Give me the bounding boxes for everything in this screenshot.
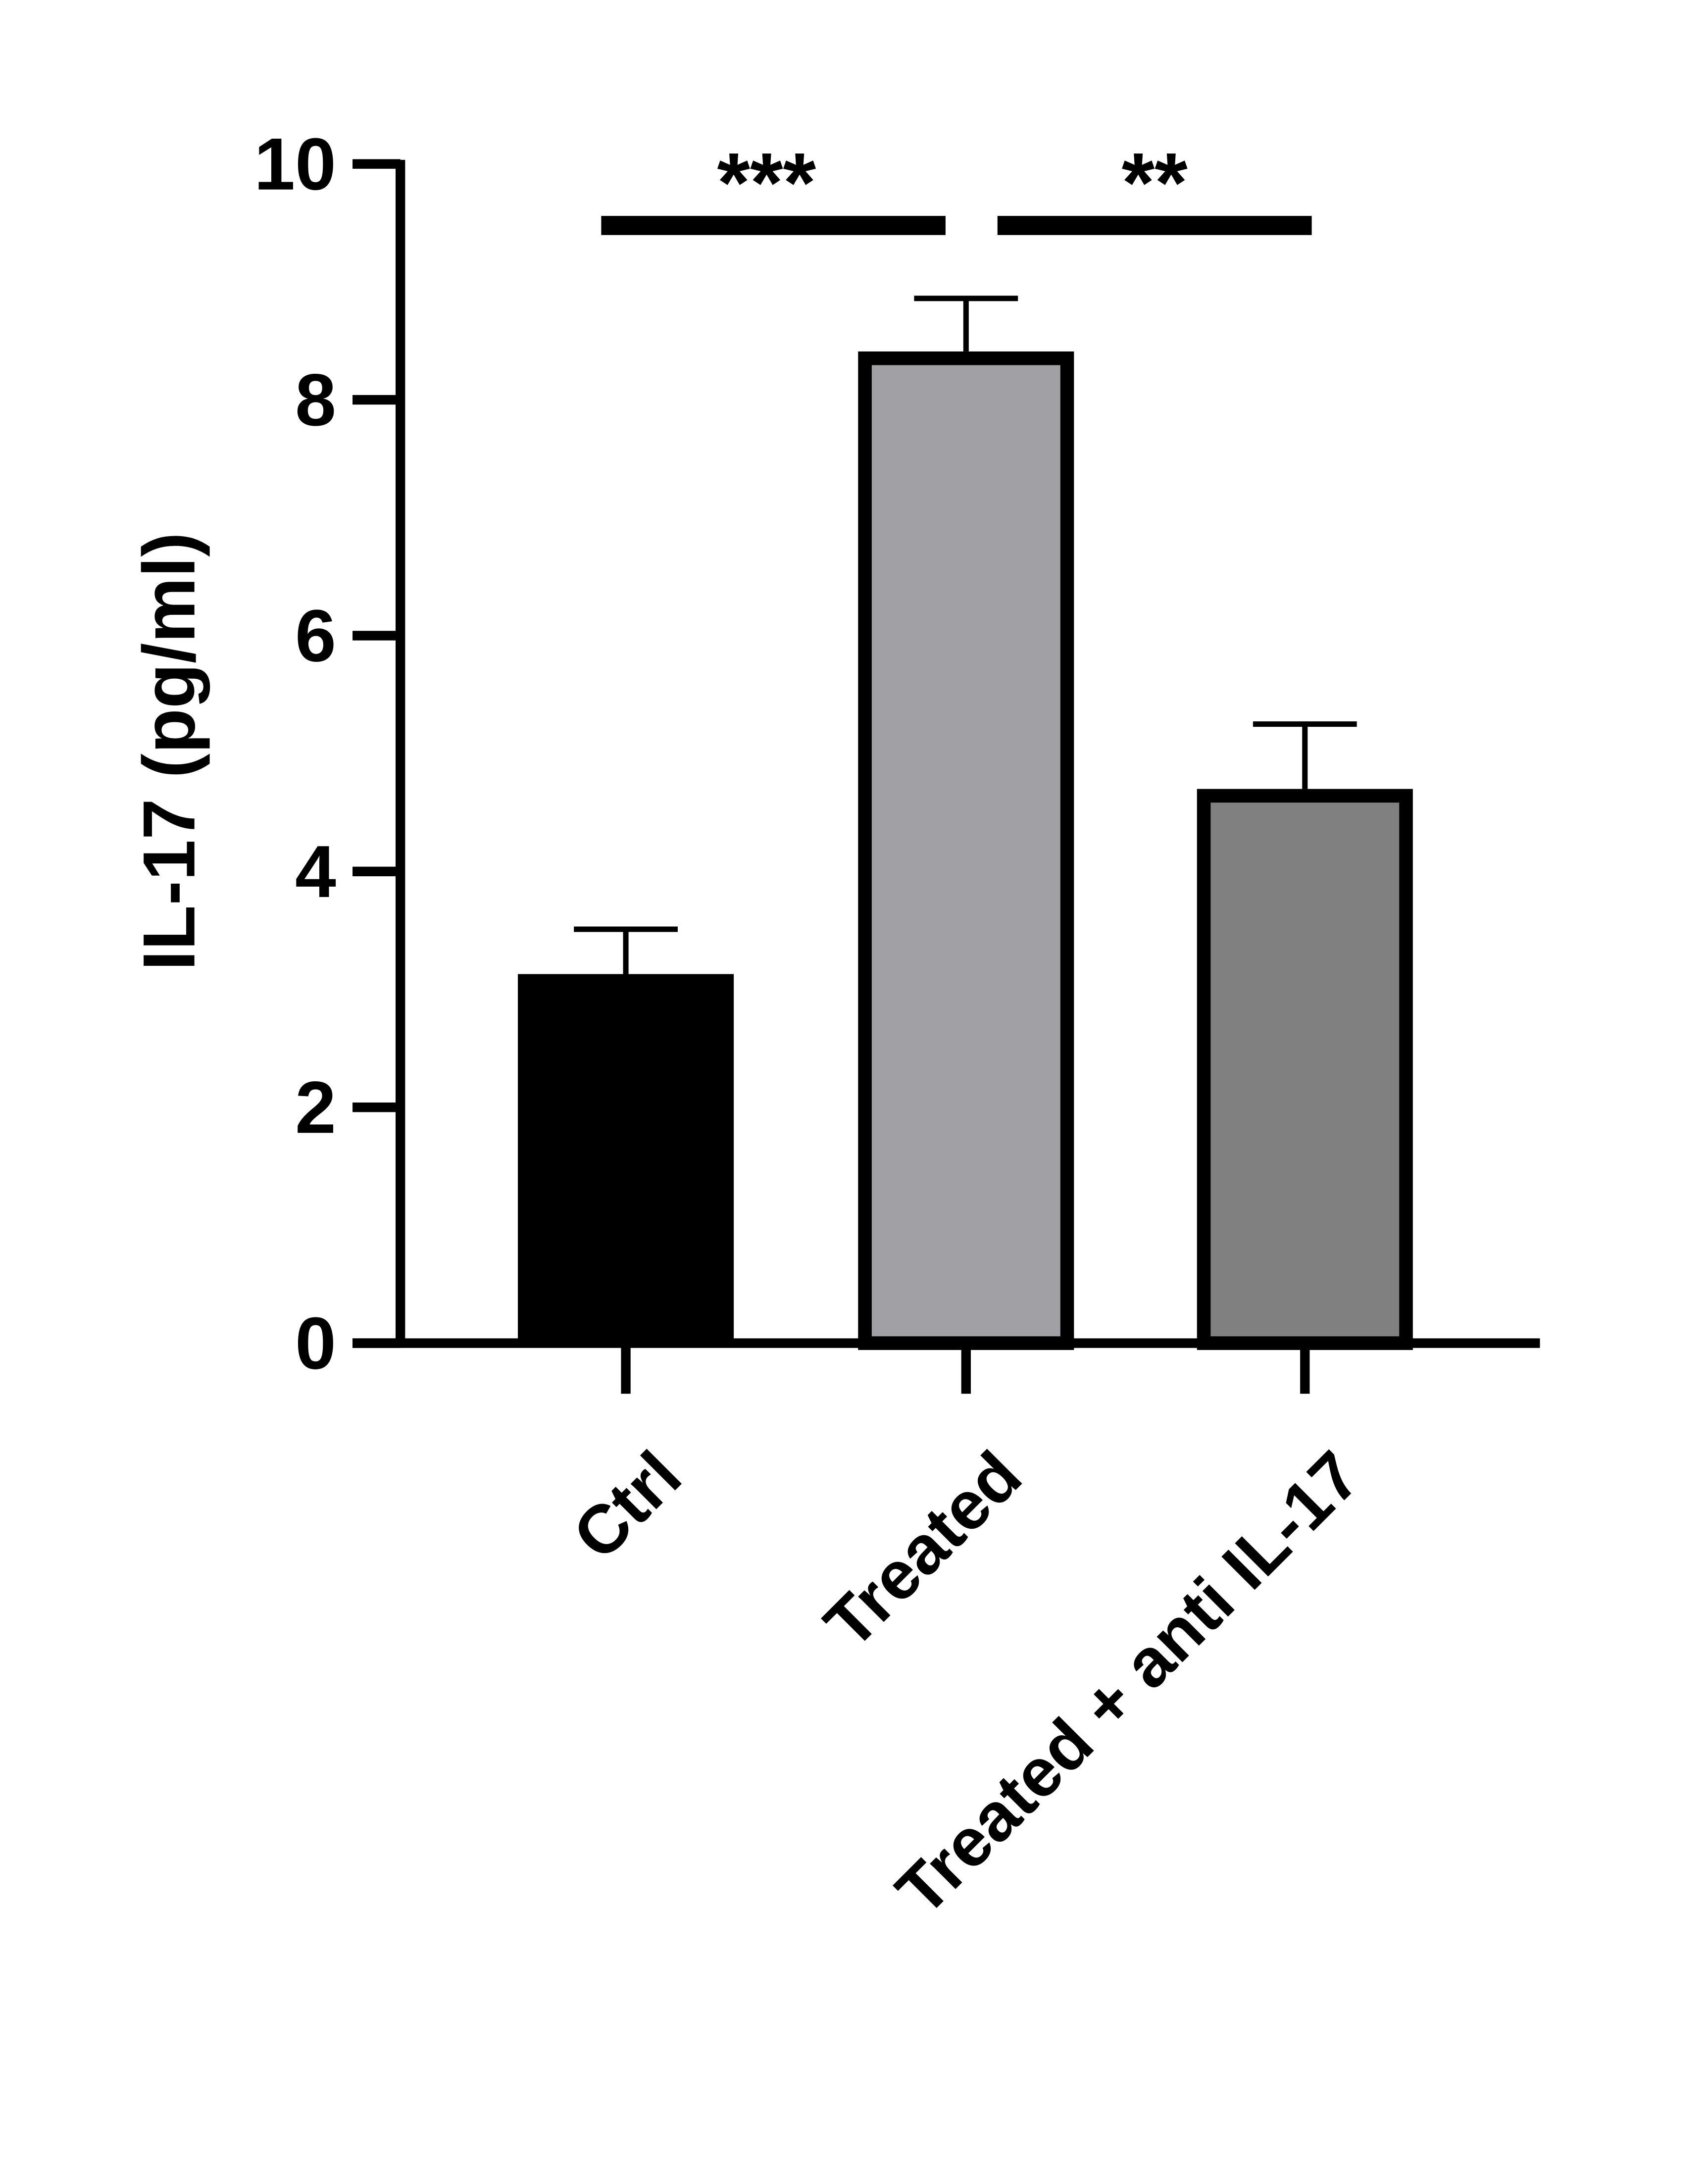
y-tick-label: 2 [295, 1066, 336, 1149]
significance-label: ** [1122, 136, 1188, 230]
y-axis-label: IL-17 (pg/ml) [128, 532, 210, 971]
y-tick-label: 10 [254, 123, 336, 205]
significance-label: *** [717, 136, 816, 230]
y-tick-label: 4 [295, 830, 336, 913]
x-tick-label: Ctrl [558, 1437, 696, 1574]
bar [1197, 789, 1413, 1350]
y-tick-label: 8 [295, 358, 336, 441]
bar [518, 974, 734, 1344]
x-tick-label: Treated [810, 1437, 1036, 1663]
y-tick-label: 0 [295, 1302, 336, 1385]
y-tick-label: 6 [295, 594, 336, 677]
bar [858, 351, 1074, 1350]
